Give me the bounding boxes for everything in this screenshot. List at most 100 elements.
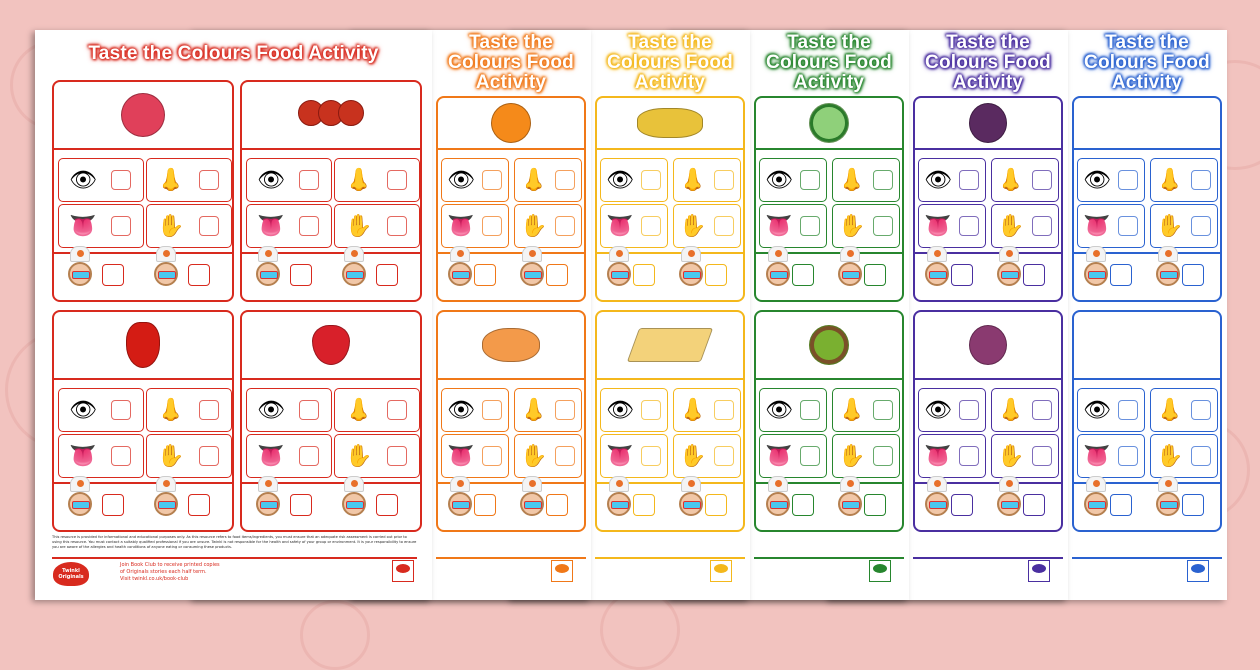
sense-checkbox[interactable] [800,216,820,236]
sense-box-nose: 👃 [673,388,741,432]
like-checkbox[interactable] [102,264,124,286]
sense-checkbox[interactable] [199,170,219,190]
chef-face-happy-icon [764,246,792,298]
sense-checkbox[interactable] [714,400,734,420]
sense-checkbox[interactable] [873,400,893,420]
sense-checkbox[interactable] [800,400,820,420]
sense-checkbox[interactable] [199,400,219,420]
sense-checkbox[interactable] [1191,170,1211,190]
tongue-icon: 👅 [257,443,285,469]
like-checkbox[interactable] [1110,264,1132,286]
sense-checkbox[interactable] [111,446,131,466]
sense-checkbox[interactable] [482,216,502,236]
dislike-checkbox[interactable] [705,494,727,516]
sense-checkbox[interactable] [387,170,407,190]
chef-face [448,492,472,516]
like-checkbox[interactable] [290,494,312,516]
sense-box-hand: ✋ [146,204,232,248]
like-checkbox[interactable] [951,494,973,516]
sense-checkbox[interactable] [555,216,575,236]
sense-checkbox[interactable] [800,170,820,190]
sense-checkbox[interactable] [959,446,979,466]
like-checkbox[interactable] [633,264,655,286]
sense-checkbox[interactable] [641,446,661,466]
rating-row [54,476,232,532]
sense-checkbox[interactable] [299,216,319,236]
dislike-checkbox[interactable] [188,264,210,286]
sense-checkbox[interactable] [1118,170,1138,190]
sense-checkbox[interactable] [1118,400,1138,420]
sense-checkbox[interactable] [387,400,407,420]
sense-checkbox[interactable] [482,446,502,466]
sense-checkbox[interactable] [299,446,319,466]
dislike-checkbox[interactable] [705,264,727,286]
sense-checkbox[interactable] [1032,446,1052,466]
like-checkbox[interactable] [951,264,973,286]
sense-checkbox[interactable] [1118,216,1138,236]
sense-checkbox[interactable] [299,400,319,420]
dislike-checkbox[interactable] [546,494,568,516]
sense-checkbox[interactable] [482,400,502,420]
sense-checkbox[interactable] [873,446,893,466]
sense-checkbox[interactable] [1191,400,1211,420]
like-checkbox[interactable] [474,264,496,286]
sense-checkbox[interactable] [1032,400,1052,420]
sense-checkbox[interactable] [555,446,575,466]
sense-checkbox[interactable] [111,400,131,420]
sense-checkbox[interactable] [873,170,893,190]
dislike-checkbox[interactable] [188,494,210,516]
like-checkbox[interactable] [1110,494,1132,516]
sense-checkbox[interactable] [199,216,219,236]
sense-checkbox[interactable] [387,216,407,236]
sense-checkbox[interactable] [1118,446,1138,466]
sense-checkbox[interactable] [299,170,319,190]
sense-checkbox[interactable] [387,446,407,466]
dislike-checkbox[interactable] [1023,494,1045,516]
dislike-checkbox[interactable] [376,264,398,286]
dislike-checkbox[interactable] [1023,264,1045,286]
sense-checkbox[interactable] [641,400,661,420]
like-checkbox[interactable] [792,494,814,516]
sense-checkbox[interactable] [873,216,893,236]
dislike-checkbox[interactable] [376,494,398,516]
like-checkbox[interactable] [474,494,496,516]
sense-checkbox[interactable] [641,170,661,190]
food-card: 👁 👃 👅 ✋ [1072,96,1222,302]
sense-checkbox[interactable] [959,216,979,236]
sense-checkbox[interactable] [111,170,131,190]
like-checkbox[interactable] [792,264,814,286]
nose-icon: 👃 [997,397,1025,423]
sense-checkbox[interactable] [482,170,502,190]
like-checkbox[interactable] [633,494,655,516]
sense-checkbox[interactable] [959,170,979,190]
dislike-checkbox[interactable] [864,264,886,286]
like-checkbox[interactable] [290,264,312,286]
sense-checkbox[interactable] [555,170,575,190]
sense-box-eye: 👁 [58,388,144,432]
sense-box-nose: 👃 [1150,158,1218,202]
chef-face [997,262,1021,286]
dislike-checkbox[interactable] [1182,494,1204,516]
chef-hat [344,476,364,492]
dislike-checkbox[interactable] [864,494,886,516]
twinkl-logo [392,560,414,582]
dislike-checkbox[interactable] [1182,264,1204,286]
sense-checkbox[interactable] [800,446,820,466]
sense-checkbox[interactable] [959,400,979,420]
book-club-link[interactable]: Visit twinkl.co.uk/book-club [120,576,189,582]
sense-checkbox[interactable] [1191,216,1211,236]
sense-checkbox[interactable] [1191,446,1211,466]
sense-checkbox[interactable] [555,400,575,420]
twinkl-logo [1028,560,1050,582]
sense-checkbox[interactable] [714,216,734,236]
like-checkbox[interactable] [102,494,124,516]
sense-checkbox[interactable] [1032,216,1052,236]
sense-checkbox[interactable] [714,446,734,466]
sense-checkbox[interactable] [111,216,131,236]
eye-icon: 👁 [257,397,285,423]
sense-checkbox[interactable] [714,170,734,190]
dislike-checkbox[interactable] [546,264,568,286]
sense-checkbox[interactable] [1032,170,1052,190]
sense-checkbox[interactable] [641,216,661,236]
sense-checkbox[interactable] [199,446,219,466]
